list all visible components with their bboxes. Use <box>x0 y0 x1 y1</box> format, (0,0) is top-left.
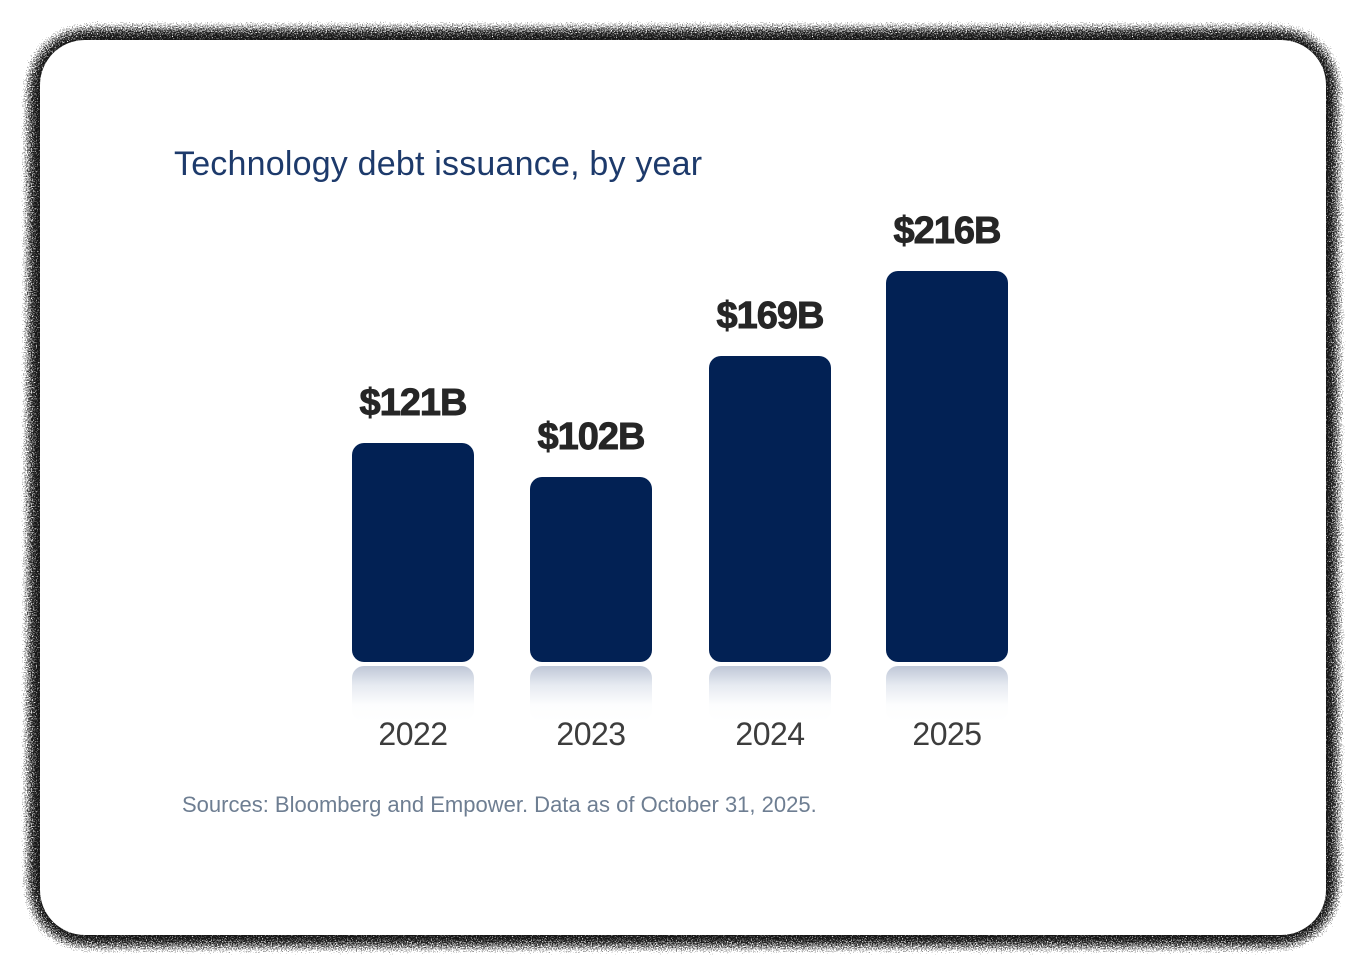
bar-column-2023: $102B 2023 <box>516 40 666 752</box>
source-note: Sources: Bloomberg and Empower. Data as … <box>182 792 817 817</box>
chart-card: Technology debt issuance, by year $121B 2… <box>40 40 1326 935</box>
bar-column-2025: $216B 2025 <box>872 40 1022 752</box>
x-axis-label-2024: 2024 <box>735 716 805 752</box>
bar-2025 <box>886 271 1008 662</box>
bar-chart: $121B 2022 $102B 2023 $169B 2024 $216B 2025 <box>40 40 1326 752</box>
bar-2024 <box>709 356 831 662</box>
bar-value-label-2023: $102B <box>537 416 646 459</box>
bar-column-2022: $121B 2022 <box>338 40 488 752</box>
bar-reflection-2025 <box>886 666 1008 722</box>
bar-value-label-2024: $169B <box>716 295 825 338</box>
bar-reflection-2022 <box>352 666 474 722</box>
x-axis-label-2022: 2022 <box>378 716 448 752</box>
bar-value-label-2022: $121B <box>359 382 468 425</box>
x-axis-label-2023: 2023 <box>556 716 626 752</box>
chart-title: Technology debt issuance, by year <box>174 145 703 183</box>
bar-2022 <box>352 443 474 662</box>
bar-reflection-2023 <box>530 666 652 722</box>
x-axis-label-2025: 2025 <box>912 716 982 752</box>
bar-reflection-2024 <box>709 666 831 722</box>
bar-column-2024: $169B 2024 <box>695 40 845 752</box>
bar-value-label-2025: $216B <box>893 210 1002 253</box>
bar-2023 <box>530 477 652 662</box>
